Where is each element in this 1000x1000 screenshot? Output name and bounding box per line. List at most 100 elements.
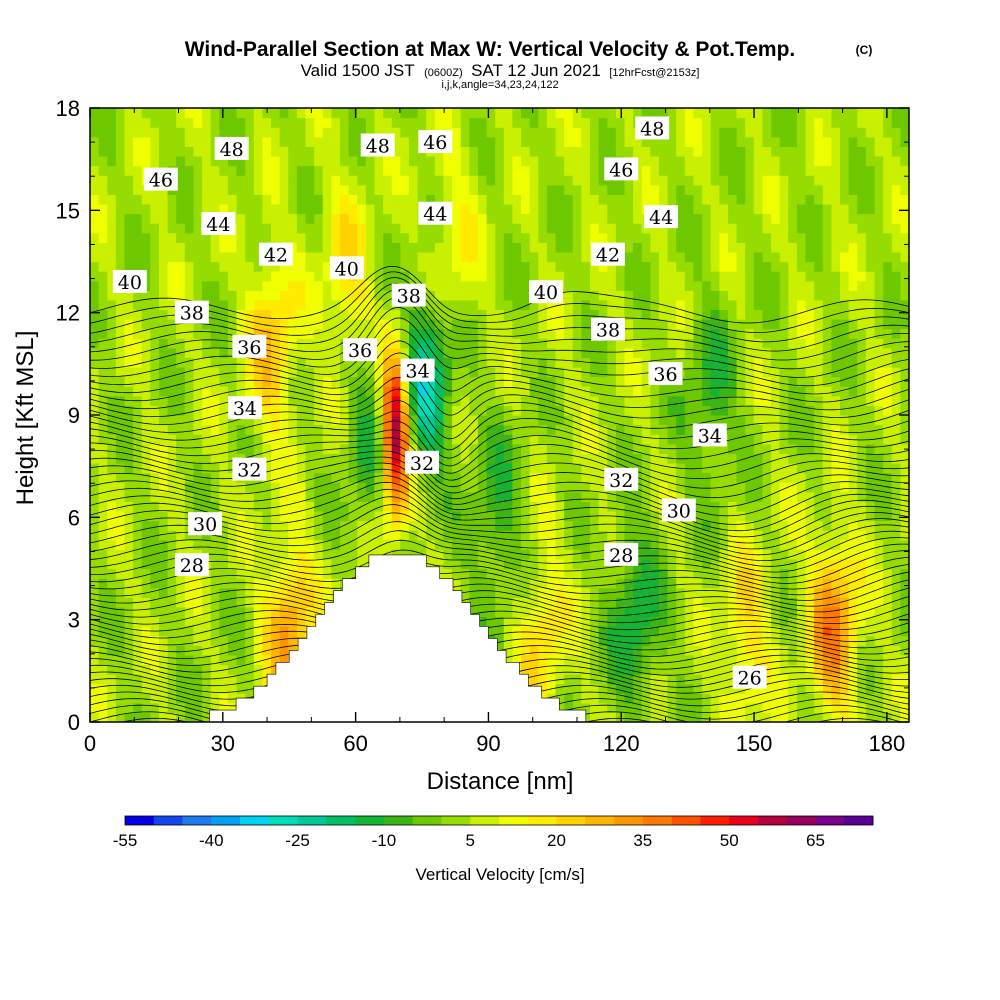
velocity-cell [572, 453, 582, 464]
velocity-cell [477, 175, 488, 186]
velocity-cell [202, 482, 212, 493]
velocity-cell [322, 213, 332, 224]
velocity-cell [314, 520, 324, 531]
velocity-cell [271, 117, 281, 128]
velocity-cell [305, 549, 315, 560]
velocity-cell [598, 108, 608, 119]
velocity-cell [598, 299, 608, 311]
velocity-cell [245, 683, 255, 694]
velocity-cell [658, 453, 669, 464]
velocity-cell [115, 223, 126, 234]
velocity-cell [193, 319, 203, 330]
velocity-cell [684, 223, 695, 234]
velocity-cell [340, 386, 350, 397]
velocity-cell [383, 357, 393, 368]
velocity-cell [658, 606, 669, 618]
velocity-cell [521, 482, 531, 493]
velocity-cell [357, 203, 367, 215]
velocity-cell [650, 223, 660, 234]
velocity-cell [193, 386, 203, 397]
velocity-cell [702, 626, 712, 637]
velocity-cell [727, 635, 738, 646]
velocity-cell [210, 203, 220, 215]
velocity-cell [624, 501, 634, 512]
velocity-cell [400, 520, 410, 531]
velocity-cell [615, 136, 626, 147]
velocity-cell [383, 299, 393, 311]
velocity-cell [460, 271, 470, 282]
velocity-cell [693, 117, 703, 128]
velocity-cell [615, 654, 626, 666]
velocity-cell [322, 194, 332, 205]
velocity-cell [702, 386, 712, 397]
velocity-cell [538, 328, 548, 339]
velocity-cell [633, 645, 643, 656]
velocity-cell [202, 194, 212, 205]
velocity-cell [719, 271, 729, 282]
velocity-cell [400, 434, 410, 445]
velocity-cell [133, 501, 143, 512]
velocity-cell [124, 338, 134, 349]
velocity-cell [477, 280, 488, 291]
velocity-cell [521, 203, 531, 215]
velocity-cell [753, 251, 764, 263]
velocity-cell [736, 155, 746, 167]
velocity-cell [719, 453, 729, 464]
velocity-cell [408, 232, 419, 243]
velocity-cell [469, 539, 479, 550]
velocity-cell [572, 654, 582, 666]
velocity-cell [641, 146, 651, 157]
velocity-cell [262, 482, 272, 493]
velocity-cell [693, 328, 703, 339]
velocity-cell [452, 472, 462, 483]
velocity-cell [391, 367, 401, 378]
velocity-cell [245, 482, 255, 493]
velocity-cell [460, 587, 470, 598]
velocity-cell [426, 338, 436, 349]
velocity-cell [271, 558, 281, 570]
velocity-cell [184, 261, 195, 272]
velocity-cell [719, 117, 729, 128]
velocity-cell [115, 175, 126, 186]
velocity-cell [434, 338, 445, 349]
velocity-cell [572, 251, 582, 263]
velocity-cell [633, 443, 643, 454]
velocity-cell [469, 290, 479, 301]
velocity-cell [271, 472, 281, 483]
velocity-cell [253, 203, 264, 215]
velocity-cell [521, 165, 531, 176]
velocity-cell [150, 530, 160, 541]
velocity-cell [633, 395, 643, 406]
velocity-cell [340, 155, 350, 167]
velocity-cell [124, 482, 134, 493]
velocity-cell [607, 491, 617, 502]
velocity-cell [555, 184, 565, 195]
velocity-cell [581, 108, 591, 119]
velocity-cell [624, 319, 634, 330]
velocity-cell [115, 203, 126, 215]
velocity-cell [710, 194, 720, 205]
velocity-cell [340, 462, 350, 474]
velocity-cell [477, 108, 488, 119]
velocity-cell [658, 415, 669, 426]
velocity-cell [546, 261, 557, 272]
velocity-cell [193, 146, 203, 157]
velocity-cell [477, 290, 488, 301]
velocity-cell [305, 578, 315, 589]
velocity-cell [736, 290, 746, 301]
velocity-cell [365, 194, 376, 205]
velocity-cell [503, 626, 514, 637]
velocity-cell [219, 510, 229, 522]
velocity-cell [253, 299, 264, 311]
velocity-cell [633, 635, 643, 646]
velocity-cell [460, 338, 470, 349]
velocity-cell [90, 683, 100, 694]
velocity-cell [391, 175, 401, 186]
velocity-cell [357, 357, 367, 368]
velocity-cell [141, 338, 151, 349]
velocity-cell [314, 251, 324, 263]
velocity-cell [495, 415, 505, 426]
velocity-cell [253, 232, 264, 243]
velocity-cell [736, 501, 746, 512]
velocity-cell [572, 127, 582, 138]
